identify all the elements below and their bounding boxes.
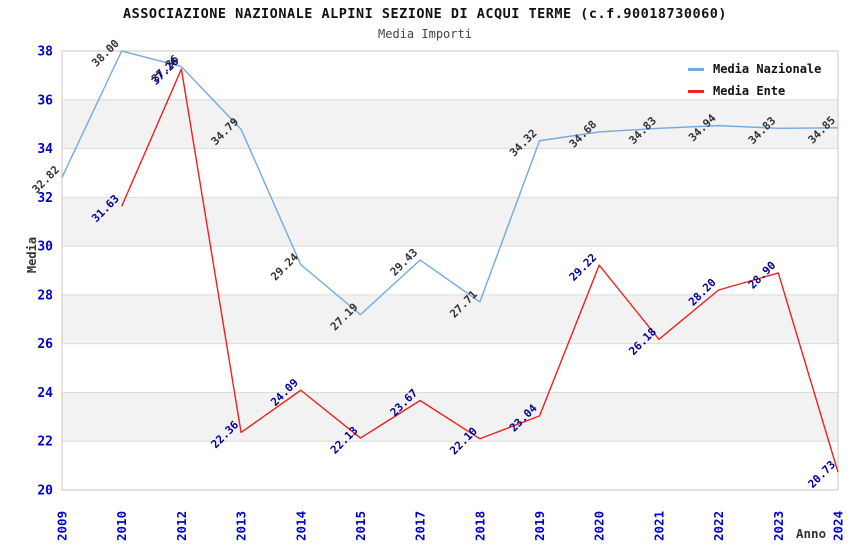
plot-band [62,392,838,442]
x-tick-label: 2021 [651,511,666,541]
y-tick-label: 32 [37,191,53,206]
data-point-label: 29.43 [388,246,421,279]
data-point-label: 29.24 [268,250,301,283]
y-tick-label: 34 [37,142,53,157]
y-tick-label: 38 [37,45,53,60]
legend-label: Media Nazionale [713,62,822,76]
plot-band [62,197,838,247]
legend-swatch-red-line [688,89,704,93]
y-tick-label: 20 [37,484,53,499]
y-tick-label: 24 [37,386,53,401]
data-point-label: 20.73 [806,458,839,491]
series-line-media-nazionale [61,50,839,316]
series-line-media-ente [121,68,839,473]
x-axis-title: Anno [796,526,827,541]
x-tick-label: 2019 [532,511,547,541]
x-tick-label: 2015 [353,511,368,541]
chart-subtitle: Media Importi [378,27,472,41]
plot-band [62,99,838,149]
x-tick-label: 2017 [413,511,428,541]
y-tick-label: 36 [37,93,53,108]
legend-label: Media Ente [713,84,786,98]
y-tick-label: 28 [37,288,53,303]
x-tick-label: 2010 [114,511,129,541]
chart-legend: Media Nazionale Media Ente [688,62,821,106]
x-tick-label: 2012 [174,511,189,541]
x-tick-label: 2013 [234,511,249,541]
data-point-label: 38.00 [89,37,122,70]
data-point-label: 28.90 [746,259,779,292]
plot-border [61,50,839,491]
y-tick-label: 26 [37,337,53,352]
x-tick-label: 2024 [831,511,846,541]
x-tick-label: 2023 [771,511,786,541]
chart-title: ASSOCIAZIONE NAZIONALE ALPINI SEZIONE DI… [123,6,727,22]
legend-item-media-nazionale: Media Nazionale [688,62,821,76]
y-axis-title: Media [25,236,40,274]
y-tick-label: 30 [37,240,53,255]
x-tick-label: 2020 [592,511,607,541]
x-tick-label: 2009 [55,511,70,541]
y-tick-label: 22 [37,435,53,450]
x-tick-label: 2018 [472,511,487,541]
x-tick-label: 2014 [293,511,308,541]
legend-swatch-blue-line [688,67,704,71]
plot-band [62,294,838,344]
legend-item-media-ente: Media Ente [688,84,821,98]
x-tick-label: 2022 [711,511,726,541]
